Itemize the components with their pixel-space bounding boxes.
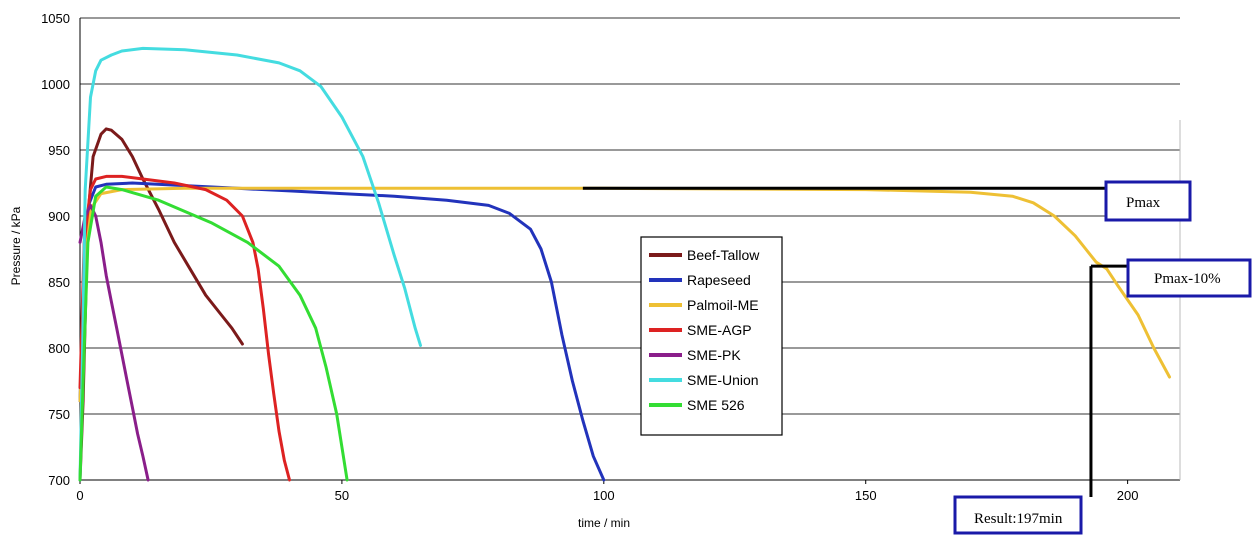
legend-label: Palmoil-ME (687, 297, 759, 313)
result-callout-label: Result:197min (974, 511, 1063, 527)
y-tick-label: 750 (48, 407, 70, 422)
series-line-palmoil-me (78, 186, 1171, 403)
x-axis-tick-labels: 0 50 100 150 200 (76, 480, 1138, 503)
gridlines (80, 17, 1180, 481)
legend-label: SME-PK (687, 347, 741, 363)
pmax-10-callout-label: Pmax-10% (1154, 271, 1221, 287)
x-tick-label: 200 (1117, 488, 1139, 503)
series-line-sme-union (78, 46, 422, 482)
annotations: Pmax Pmax-10% Result:197min (582, 180, 1252, 535)
y-tick-label: 950 (48, 143, 70, 158)
legend: Beef-Tallow Rapeseed Palmoil-ME SME-AGP SME-… (640, 236, 783, 436)
pmax-callout-box (1104, 180, 1192, 222)
y-tick-label: 700 (48, 473, 70, 488)
x-tick-label: 50 (335, 488, 349, 503)
pmax-callout-label: Pmax (1126, 195, 1161, 211)
series-line-beef-tallow (78, 127, 244, 482)
legend-label: Beef-Tallow (687, 247, 760, 263)
series-line-sme-pk (78, 203, 150, 482)
series-lines (78, 46, 1171, 482)
legend-label: SME-Union (687, 372, 759, 388)
legend-box (640, 236, 783, 436)
y-axis-tick-labels: 700 750 800 850 900 950 1000 1050 (41, 11, 70, 488)
pmax-10-callout-box (1126, 258, 1252, 298)
series-line-rapeseed (78, 181, 606, 482)
legend-label: SME-AGP (687, 322, 752, 338)
y-tick-label: 800 (48, 341, 70, 356)
x-axis-label: time / min (578, 516, 630, 530)
legend-label: SME 526 (687, 397, 745, 413)
y-axis-label: Pressure / kPa (9, 206, 23, 285)
y-tick-label: 900 (48, 209, 70, 224)
x-tick-label: 150 (855, 488, 877, 503)
plot-frame (79, 18, 1181, 481)
y-tick-label: 850 (48, 275, 70, 290)
series-line-sme-526 (78, 185, 349, 482)
series-line-sme-agp (78, 174, 291, 482)
y-tick-label: 1050 (41, 11, 70, 26)
legend-label: Rapeseed (687, 272, 751, 288)
x-tick-label: 100 (593, 488, 615, 503)
result-callout-box (953, 495, 1083, 535)
x-tick-label: 0 (76, 488, 83, 503)
y-tick-label: 1000 (41, 77, 70, 92)
